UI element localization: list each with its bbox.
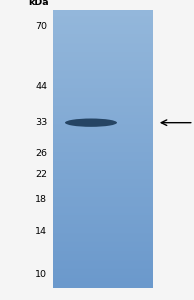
Text: kDa: kDa (29, 0, 49, 7)
Ellipse shape (65, 118, 117, 127)
Text: 70: 70 (35, 22, 47, 32)
Text: 10: 10 (35, 270, 47, 279)
Text: 44: 44 (35, 82, 47, 91)
Text: 14: 14 (35, 227, 47, 236)
Text: 18: 18 (35, 195, 47, 204)
Text: 33: 33 (35, 118, 47, 127)
Text: 26: 26 (35, 148, 47, 158)
Text: 22: 22 (35, 170, 47, 179)
